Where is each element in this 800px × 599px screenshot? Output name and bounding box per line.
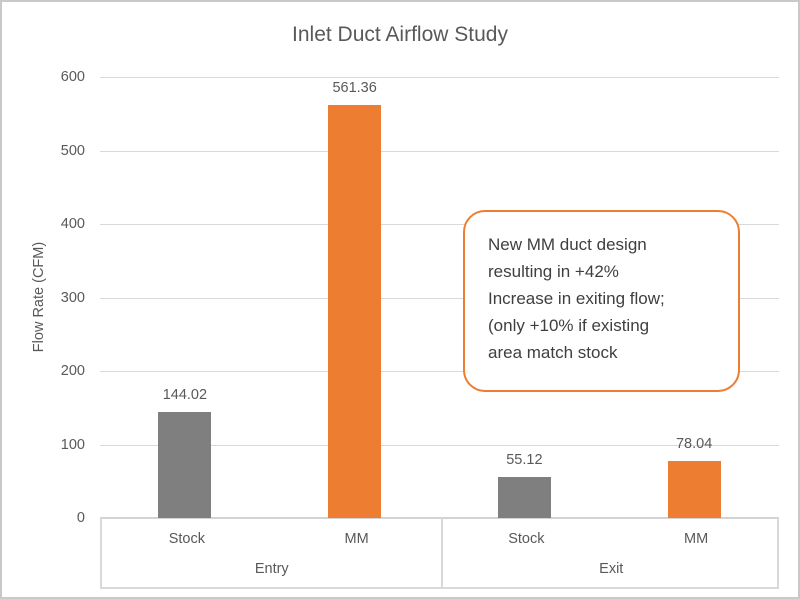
y-tick-label-100: 100 — [60, 436, 85, 453]
bar-entry-stock — [158, 412, 212, 518]
category-label-exit-mm: MM — [684, 531, 709, 547]
bar-value-entry-stock: 144.02 — [162, 387, 208, 404]
plot-area: 144.02 561.36 55.12 78.04 — [100, 77, 779, 519]
y-tick-label-200: 200 — [60, 363, 85, 379]
gridline-300 — [100, 297, 779, 299]
y-tick-label-400: 400 — [60, 216, 85, 232]
category-axis: Stock MM Stock MM Entry Exit — [100, 518, 779, 589]
x-axis-line — [100, 517, 779, 519]
gridline-200 — [100, 371, 779, 372]
group-label-entry: Entry — [254, 561, 289, 577]
chart-title: Inlet Duct Airflow Study — [292, 23, 508, 46]
bar-value-exit-mm: 78.04 — [675, 435, 713, 452]
category-label-entry-mm: MM — [344, 531, 369, 547]
annotation-text: New MM duct design resulting in +42% Inc… — [488, 235, 665, 362]
y-tick-label-500: 500 — [60, 142, 85, 159]
gridline-500 — [100, 150, 779, 152]
group-divider — [440, 518, 443, 587]
group-label-exit: Exit — [599, 561, 624, 577]
bar-exit-mm — [667, 460, 721, 518]
annotation-callout: New MM duct design resulting in +42% Inc… — [463, 210, 740, 392]
y-tick-label-0: 0 — [76, 510, 85, 526]
bar-entry-mm — [328, 105, 382, 518]
gridline-100 — [100, 444, 779, 446]
gridline-600 — [100, 77, 779, 78]
bar-exit-stock — [497, 477, 551, 518]
category-label-exit-stock: Stock — [508, 531, 545, 547]
bar-value-exit-stock: 55.12 — [506, 452, 543, 469]
y-tick-label-300: 300 — [60, 289, 85, 306]
y-tick-label-600: 600 — [60, 69, 85, 85]
gridline-400 — [100, 224, 779, 225]
bar-value-entry-mm: 561.36 — [332, 80, 377, 97]
category-label-entry-stock: Stock — [168, 531, 205, 547]
